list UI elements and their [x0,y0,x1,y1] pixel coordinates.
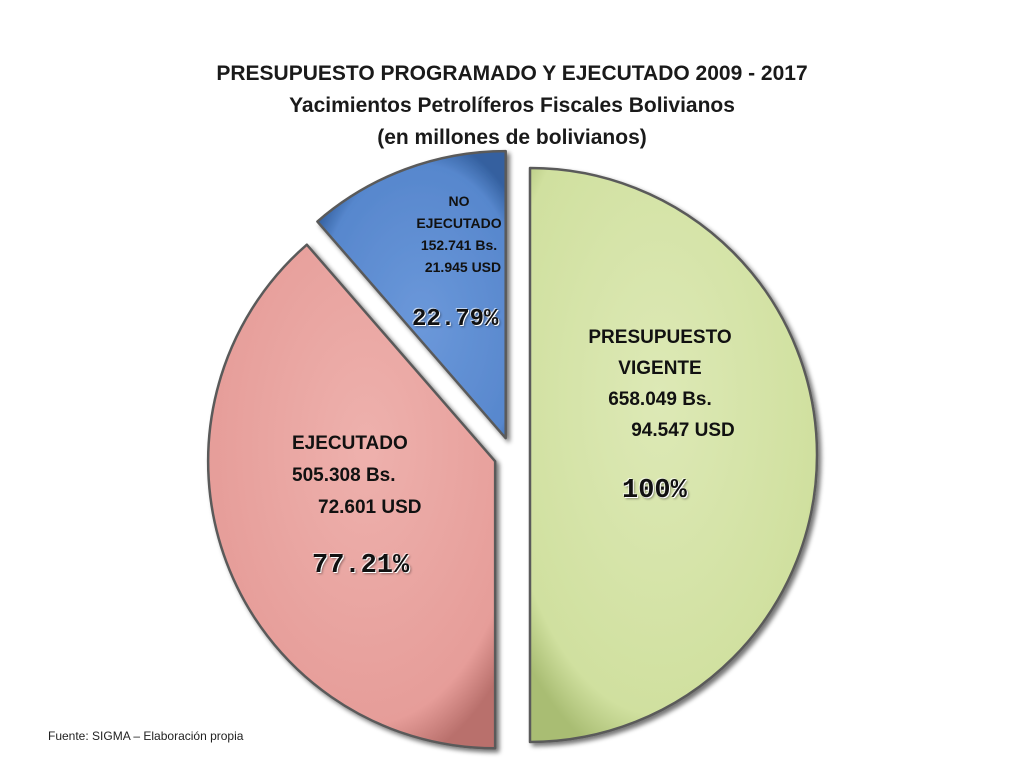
slice-value-bs: 152.741 Bs. [420,237,498,253]
slice-label-line: VIGENTE [618,358,702,379]
slice-label-presupuesto-vigente: PRESUPUESTO VIGENTE 658.049 Bs. 94.547 U… [560,322,760,446]
slice-label-line: EJECUTADO [292,433,408,454]
slice-label-no-ejecutado: NO EJECUTADO 152.741 Bs. 21.945 USD [400,190,518,278]
slice-percent-presupuesto-vigente: 100% [622,476,687,506]
slice-label-ejecutado: EJECUTADO 505.308 Bs. 72.601 USD [292,428,462,524]
slice-label-line: EJECUTADO [416,215,502,231]
chart-subtitle-units: (en millones de bolivianos) [377,126,647,149]
pie-slice-ejecutado [206,243,497,750]
slice-percent-no-ejecutado: 22.79% [412,306,499,333]
slice-value-usd: 94.547 USD [631,420,735,441]
slice-value-usd: 72.601 USD [318,497,422,518]
chart-subtitle: Yacimientos Petrolíferos Fiscales Bolivi… [289,94,735,117]
chart-title: PRESUPUESTO PROGRAMADO Y EJECUTADO 2009 … [216,62,808,85]
pie-slice-no-ejecutado [316,149,507,440]
slice-value-usd: 21.945 USD [424,259,502,275]
slice-percent-ejecutado: 77.21% [312,551,410,581]
chart-title-block: PRESUPUESTO PROGRAMADO Y EJECUTADO 2009 … [0,58,1024,154]
slice-label-line: PRESUPUESTO [588,327,732,348]
slice-value-bs: 505.308 Bs. [292,465,396,486]
chart-source-note: Fuente: SIGMA – Elaboración propia [48,729,244,743]
pie-slice-presupuesto-vigente [528,166,819,744]
slice-value-bs: 658.049 Bs. [608,389,712,410]
slice-label-line: NO [448,193,470,209]
